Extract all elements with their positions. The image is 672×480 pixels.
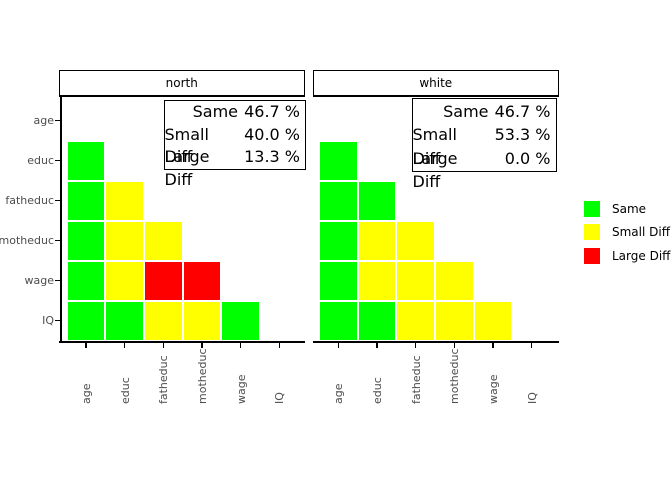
strip-label: white [419, 75, 453, 90]
y-tick [54, 199, 60, 202]
x-tick [85, 342, 87, 349]
x-tick [337, 342, 340, 349]
legend-key [584, 201, 600, 217]
tile [358, 221, 396, 260]
tile [183, 301, 221, 340]
y-tick [54, 239, 60, 242]
y-tick-label: fatheduc [5, 193, 54, 207]
legend-label: Small Diff [612, 225, 670, 240]
tile [106, 181, 144, 220]
y-tick [54, 159, 60, 162]
tile [320, 141, 357, 180]
tile [106, 221, 144, 260]
tile [67, 141, 105, 180]
strip-label: north [165, 75, 198, 90]
x-tick [201, 342, 203, 349]
x-tick [453, 342, 455, 349]
stats-row: Large Diff 13.3 % [165, 146, 306, 189]
stats-value: 40.0 % [244, 124, 300, 144]
stats-row: Small Diff 53.3 % [413, 123, 556, 168]
stats-row: Same 46.7 % [165, 101, 306, 124]
y-tick-label: IQ [42, 313, 54, 327]
x-tick [162, 342, 165, 349]
tile [183, 261, 221, 300]
tile [106, 301, 144, 340]
stats-value: 46.7 % [244, 102, 300, 121]
tile [435, 301, 473, 340]
stats-value: 53.3 % [494, 125, 551, 144]
tile [358, 261, 396, 300]
x-tick [240, 342, 242, 349]
tile [67, 221, 105, 260]
tile [145, 261, 182, 300]
tile [320, 261, 357, 300]
x-tick [124, 342, 126, 349]
tile [397, 261, 434, 300]
stats-row: Large Diff 0.0 % [413, 147, 556, 192]
tile [67, 261, 105, 300]
tile [67, 301, 105, 340]
stats-box: Same 46.7 % Small Diff 53.3 % Large Diff 0.0 … [411, 98, 557, 192]
legend-key [584, 247, 600, 264]
x-axis-line [59, 341, 305, 343]
stats-label: Large Diff [412, 148, 458, 192]
y-tick [54, 319, 60, 322]
facet-strip: north [59, 70, 305, 97]
tile [320, 301, 357, 340]
tile [397, 221, 434, 260]
legend-label: Large Diff [612, 248, 671, 263]
x-tick [530, 342, 533, 349]
tile [358, 181, 396, 220]
x-tick [414, 342, 417, 349]
tile [320, 221, 357, 260]
tile [145, 221, 182, 260]
tile [397, 301, 434, 340]
stats-row: Same 46.7 % [413, 100, 556, 124]
stats-label: Large Diff [164, 147, 210, 189]
stats-label: Small Diff [164, 124, 209, 167]
stats-value: 13.3 % [244, 147, 300, 166]
y-tick [54, 279, 60, 282]
tile [435, 261, 473, 300]
y-tick-label: age [33, 113, 55, 127]
stats-value: 46.7 % [494, 101, 551, 121]
x-tick [278, 342, 281, 349]
x-axis-line [313, 341, 559, 343]
tile [106, 261, 144, 300]
y-tick-label: motheduc [0, 233, 54, 247]
legend-label: Same [612, 202, 647, 216]
stats-label: Same [192, 102, 238, 121]
stats-box: Same 46.7 % Small Diff 40.0 % Large Diff 13.3… [163, 99, 306, 189]
x-tick [492, 342, 494, 349]
stats-label: Same [443, 101, 489, 121]
tile [320, 181, 357, 220]
tile [145, 301, 182, 340]
tile [222, 301, 260, 340]
y-tick-label: educ [27, 153, 54, 167]
tile [474, 301, 512, 340]
tile [67, 181, 105, 220]
stats-label: Small Diff [412, 125, 457, 168]
x-tick [376, 342, 378, 349]
legend-key [584, 224, 600, 241]
y-tick [54, 119, 60, 122]
stats-row: Small Diff 40.0 % [165, 124, 306, 167]
y-tick-label: wage [24, 273, 55, 287]
y-axis-line [60, 97, 62, 343]
tile [358, 301, 396, 340]
facet-strip: white [313, 70, 559, 97]
stats-value: 0.0 % [504, 148, 551, 168]
